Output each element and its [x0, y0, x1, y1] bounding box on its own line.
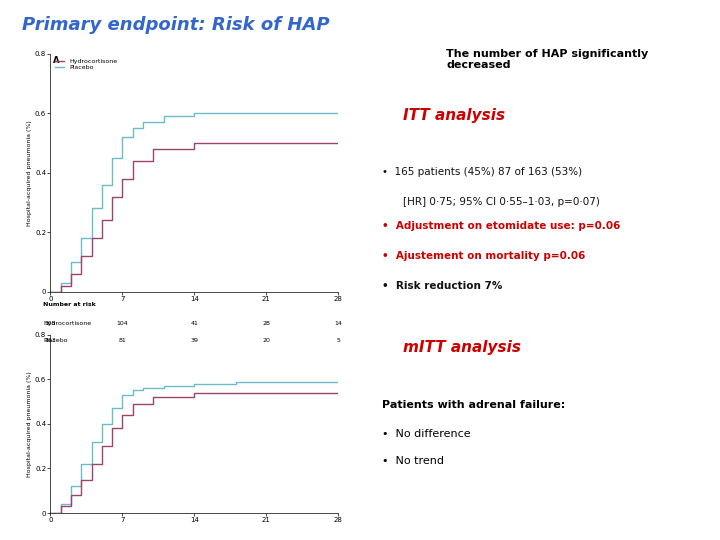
Text: •  Risk reduction 7%: • Risk reduction 7%: [382, 281, 502, 291]
Text: 20: 20: [263, 338, 270, 342]
Text: 5: 5: [336, 338, 341, 342]
Text: 14: 14: [335, 321, 342, 326]
Text: 165: 165: [45, 321, 56, 326]
Text: [HR] 0·75; 95% CI 0·55–1·03, p=0·07): [HR] 0·75; 95% CI 0·55–1·03, p=0·07): [403, 197, 600, 207]
Text: Hydrocortisone: Hydrocortisone: [43, 321, 91, 326]
Text: •  Ajustement on mortality p=0.06: • Ajustement on mortality p=0.06: [382, 251, 585, 261]
Text: Patients with adrenal failure:: Patients with adrenal failure:: [382, 400, 565, 410]
Text: The number of HAP significantly
decreased: The number of HAP significantly decrease…: [446, 49, 649, 70]
Text: A: A: [53, 56, 60, 65]
Y-axis label: Hospital-acquired pneumonia (%): Hospital-acquired pneumonia (%): [27, 371, 32, 477]
Text: ITT analysis: ITT analysis: [403, 108, 505, 123]
Legend: Hydrocortisone, Placebo: Hydrocortisone, Placebo: [53, 57, 119, 72]
Text: mITT analysis: mITT analysis: [403, 340, 521, 355]
Text: •  165 patients (45%) 87 of 163 (53%): • 165 patients (45%) 87 of 163 (53%): [382, 167, 582, 178]
Text: 41: 41: [191, 321, 198, 326]
Text: 163: 163: [45, 338, 56, 342]
Y-axis label: Hospital-acquired pneumonia (%): Hospital-acquired pneumonia (%): [27, 120, 32, 226]
Text: 81: 81: [119, 338, 126, 342]
Text: Placebo: Placebo: [43, 338, 68, 342]
Text: Primary endpoint: Risk of HAP: Primary endpoint: Risk of HAP: [22, 16, 329, 34]
Text: 28: 28: [263, 321, 270, 326]
Text: •  Adjustment on etomidate use: p=0.06: • Adjustment on etomidate use: p=0.06: [382, 221, 620, 232]
Text: •  No trend: • No trend: [382, 456, 444, 467]
Text: Number at risk: Number at risk: [43, 302, 96, 307]
Text: •  No difference: • No difference: [382, 429, 470, 440]
Text: 104: 104: [117, 321, 128, 326]
Text: 39: 39: [190, 338, 199, 342]
